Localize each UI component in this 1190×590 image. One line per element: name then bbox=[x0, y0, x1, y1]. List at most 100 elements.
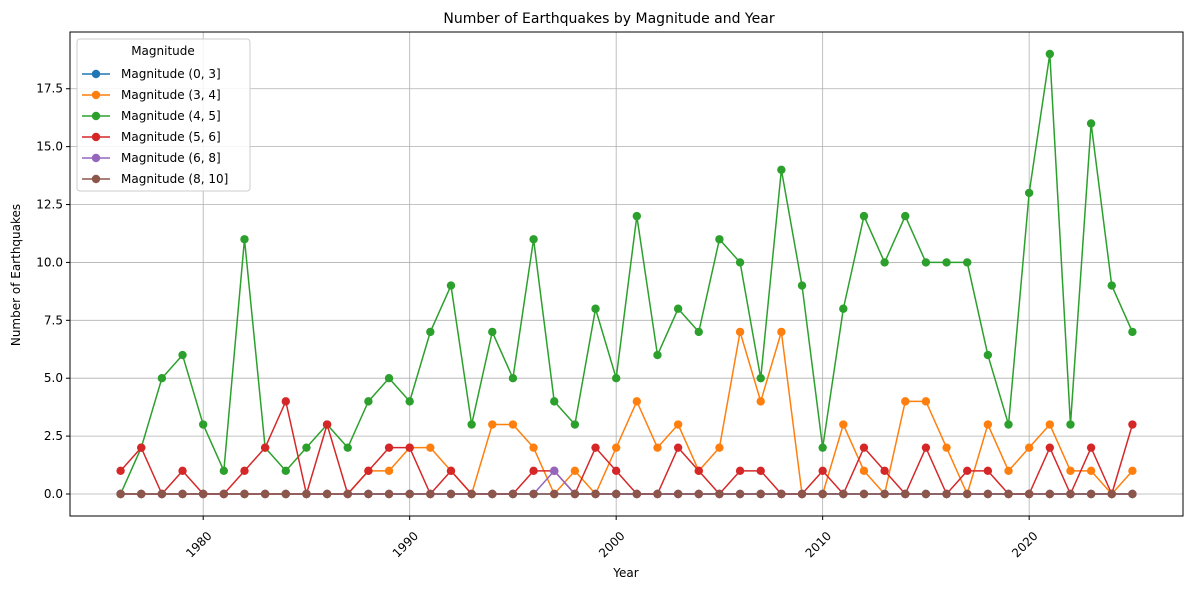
data-point bbox=[611, 374, 621, 383]
data-point bbox=[570, 489, 580, 499]
data-point bbox=[591, 489, 600, 499]
data-point bbox=[488, 489, 497, 499]
data-point bbox=[611, 489, 621, 499]
y-axis-label: Number of Earthquakes bbox=[9, 204, 23, 346]
data-point bbox=[942, 443, 951, 452]
data-point bbox=[508, 374, 518, 383]
data-point bbox=[963, 489, 972, 499]
data-point bbox=[983, 420, 993, 429]
data-point bbox=[756, 466, 765, 476]
data-point bbox=[322, 420, 332, 429]
data-point bbox=[921, 443, 931, 452]
legend-label: Magnitude (3, 4] bbox=[121, 88, 221, 102]
data-point bbox=[673, 443, 683, 452]
data-point bbox=[880, 489, 889, 499]
data-point bbox=[942, 258, 951, 267]
data-point bbox=[880, 258, 889, 267]
data-point bbox=[859, 443, 869, 452]
y-axis: 0.0 2.5 5.0 7.5 10.0 12.5 15.0 17.5 bbox=[36, 82, 70, 501]
data-point bbox=[1024, 188, 1034, 198]
data-point bbox=[611, 466, 621, 476]
data-point bbox=[632, 489, 642, 499]
y-tick-label: 7.5 bbox=[44, 313, 63, 327]
legend-marker bbox=[91, 153, 101, 163]
data-point bbox=[983, 350, 993, 360]
data-point bbox=[364, 489, 373, 499]
legend-marker bbox=[91, 111, 101, 121]
data-point bbox=[343, 489, 352, 499]
y-tick-label: 12.5 bbox=[36, 198, 63, 212]
data-point bbox=[777, 327, 786, 337]
data-point bbox=[1004, 466, 1013, 476]
data-point bbox=[715, 235, 724, 244]
data-point bbox=[302, 489, 311, 499]
legend-entry: Magnitude (6, 8] bbox=[82, 151, 221, 165]
x-axis: 1980 1990 2000 2010 2020 bbox=[183, 516, 1041, 560]
legend-label: Magnitude (5, 6] bbox=[121, 130, 221, 144]
legend-entry: Magnitude (8, 10] bbox=[82, 172, 228, 186]
series-5 bbox=[116, 489, 1137, 499]
legend-box bbox=[76, 38, 251, 192]
legend-label: Magnitude (0, 3] bbox=[121, 67, 221, 81]
y-tick-label: 2.5 bbox=[44, 429, 63, 443]
data-point bbox=[880, 466, 889, 476]
data-point bbox=[1128, 420, 1137, 429]
data-point bbox=[467, 489, 476, 499]
data-point bbox=[240, 466, 249, 476]
legend-entry: Magnitude (3, 4] bbox=[82, 88, 221, 102]
x-tick-label: 2010 bbox=[803, 529, 834, 560]
x-tick-label: 2000 bbox=[596, 529, 627, 560]
data-point bbox=[859, 489, 869, 499]
data-point bbox=[405, 397, 414, 406]
data-point bbox=[1045, 420, 1055, 429]
data-point bbox=[1066, 466, 1075, 476]
data-point bbox=[467, 420, 476, 429]
data-point bbox=[1024, 489, 1034, 499]
data-point bbox=[963, 466, 972, 476]
legend-entry: Magnitude (4, 5] bbox=[82, 109, 221, 123]
data-point bbox=[653, 443, 662, 452]
data-point bbox=[116, 489, 125, 499]
data-point bbox=[694, 327, 703, 337]
data-point bbox=[384, 443, 394, 452]
x-tick-label: 1990 bbox=[390, 529, 421, 560]
data-point bbox=[1045, 489, 1055, 499]
data-point bbox=[178, 489, 187, 499]
legend-entry: Magnitude (0, 3] bbox=[82, 67, 221, 81]
data-point bbox=[260, 443, 270, 452]
data-point bbox=[839, 420, 848, 429]
data-point bbox=[859, 466, 869, 476]
data-point bbox=[446, 466, 456, 476]
series-3 bbox=[116, 397, 1137, 499]
data-point bbox=[384, 374, 394, 383]
x-axis-label: Year bbox=[612, 566, 638, 580]
data-point bbox=[219, 489, 229, 499]
data-point bbox=[1128, 489, 1137, 499]
data-point bbox=[384, 466, 394, 476]
data-point bbox=[550, 397, 559, 406]
data-point bbox=[550, 466, 559, 476]
data-point bbox=[508, 420, 518, 429]
data-point bbox=[529, 235, 538, 244]
data-point bbox=[715, 489, 724, 499]
data-point bbox=[364, 397, 373, 406]
data-point bbox=[756, 489, 765, 499]
data-point bbox=[901, 489, 910, 499]
data-point bbox=[488, 420, 497, 429]
series-line bbox=[119, 53, 1134, 495]
data-point bbox=[322, 489, 332, 499]
data-point bbox=[591, 443, 600, 452]
data-point bbox=[1086, 489, 1096, 499]
data-point bbox=[1024, 443, 1034, 452]
data-point bbox=[1086, 443, 1096, 452]
data-point bbox=[302, 443, 311, 452]
y-tick-label: 15.0 bbox=[36, 140, 63, 154]
data-point bbox=[694, 489, 703, 499]
data-point bbox=[942, 489, 951, 499]
data-point bbox=[921, 258, 931, 267]
data-point bbox=[137, 489, 146, 499]
data-point bbox=[364, 466, 373, 476]
legend-marker bbox=[91, 90, 101, 100]
data-point bbox=[735, 327, 745, 337]
